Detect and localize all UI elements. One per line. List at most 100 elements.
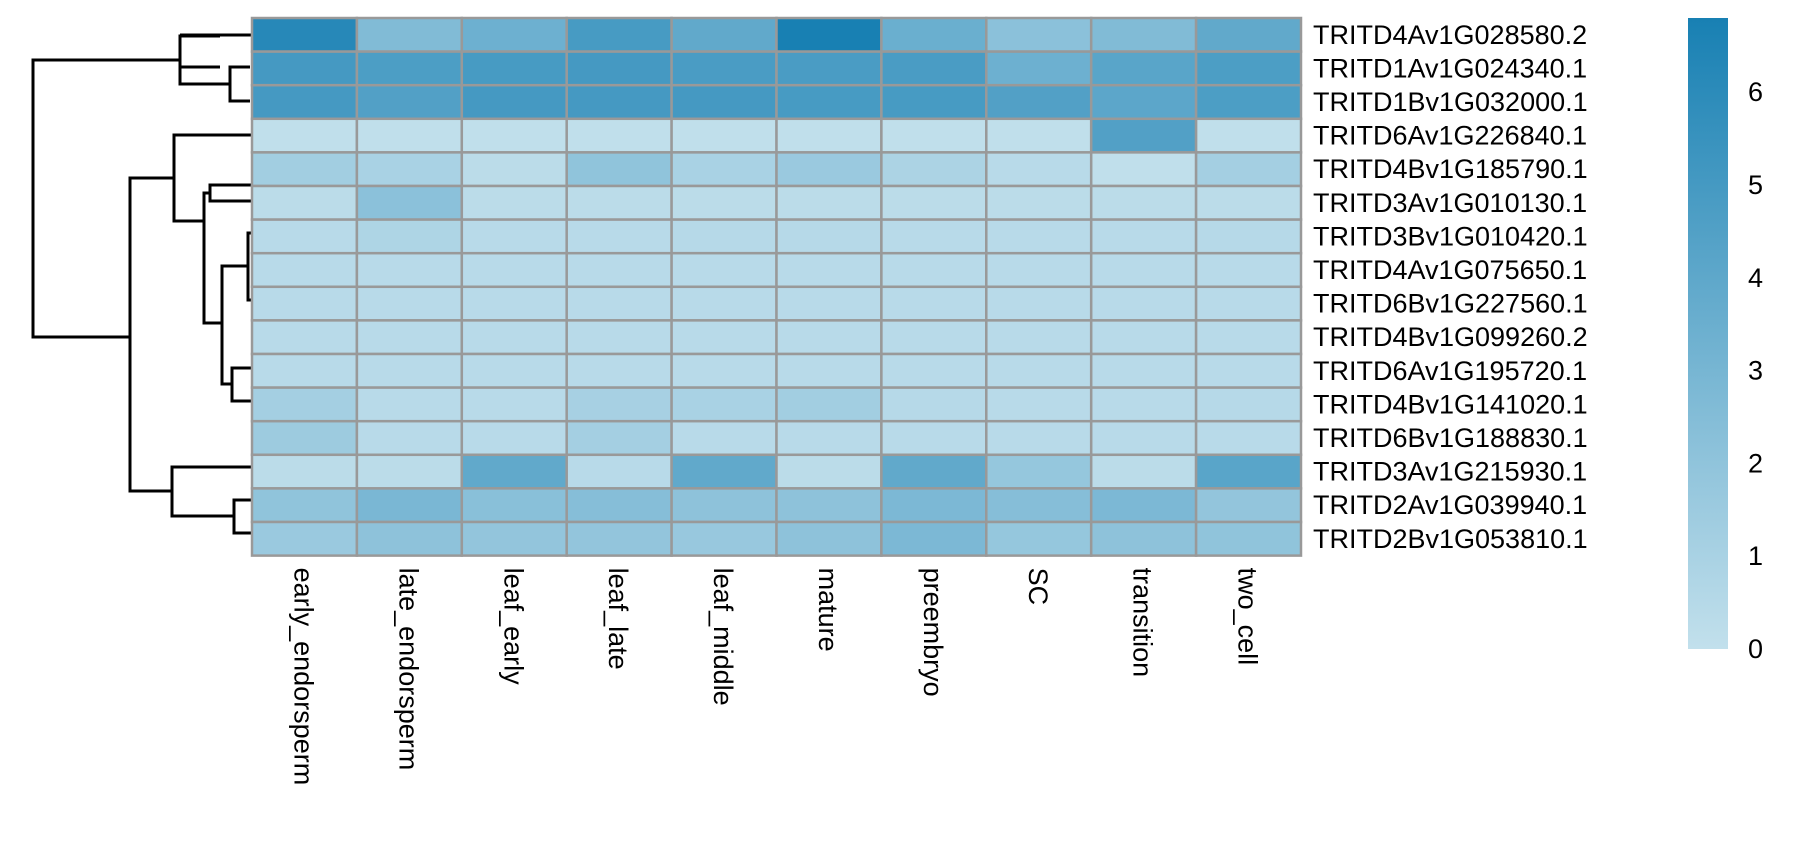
heatmap-cell — [250, 251, 359, 289]
row-label: TRITD6Bv1G227560.1 — [1313, 289, 1588, 319]
heatmap-cell — [460, 419, 568, 457]
colorbar-gradient — [1688, 18, 1728, 649]
colorbar-tick-label: 0 — [1748, 634, 1763, 664]
heatmap-cell — [355, 50, 464, 87]
heatmap-cell — [775, 50, 883, 87]
heatmap-cell — [250, 386, 359, 423]
heatmap-cells — [250, 16, 1303, 557]
column-label: SC — [1023, 568, 1053, 606]
column-label: leaf_middle — [708, 568, 738, 706]
heatmap-cell — [985, 117, 1093, 154]
heatmap-cell — [670, 520, 778, 557]
heatmap-cell — [985, 16, 1093, 53]
heatmap-cell — [355, 218, 464, 255]
dendro-mid-f — [172, 133, 252, 223]
heatmap-cell — [460, 117, 568, 154]
row-label: TRITD6Av1G195720.1 — [1313, 356, 1587, 386]
colorbar-tick-label: 3 — [1748, 356, 1763, 386]
row-label: TRITD2Av1G039940.1 — [1313, 490, 1587, 520]
heatmap-cell — [775, 151, 883, 188]
heatmap-cell — [460, 16, 568, 53]
heatmap-cell — [460, 285, 568, 322]
column-label: two_cell — [1233, 568, 1263, 666]
heatmap-cell — [985, 151, 1093, 188]
heatmap-cell — [355, 184, 464, 221]
row-label: TRITD2Bv1G053810.1 — [1313, 524, 1588, 554]
heatmap-cell — [775, 386, 883, 423]
colorbar-tick-label: 2 — [1748, 448, 1763, 478]
heatmap-cell — [775, 218, 883, 255]
heatmap-cell — [355, 83, 464, 121]
heatmap-cell — [355, 117, 464, 154]
heatmap-cell — [670, 285, 778, 322]
heatmap-cell — [880, 50, 988, 87]
dendro-low-b — [170, 465, 252, 518]
row-label: TRITD3Av1G010130.1 — [1313, 188, 1587, 218]
heatmap-cell — [880, 386, 988, 423]
row-label: TRITD3Av1G215930.1 — [1313, 457, 1587, 487]
heatmap-cell — [565, 386, 673, 423]
heatmap-cell — [880, 285, 988, 322]
heatmap-cell — [460, 520, 568, 557]
heatmap-cell — [1089, 16, 1198, 53]
column-label: transition — [1128, 568, 1158, 678]
heatmap-cell — [1089, 487, 1198, 524]
heatmap-cell — [670, 487, 778, 524]
heatmap-cell — [1194, 151, 1303, 188]
heatmap-cell — [775, 184, 883, 221]
heatmap-cell — [565, 352, 673, 389]
heatmap-cell — [250, 319, 359, 356]
heatmap-cell — [670, 251, 778, 289]
heatmap-cell — [880, 352, 988, 389]
heatmap-cell — [565, 117, 673, 154]
dendro-root — [31, 58, 180, 339]
heatmap-cell — [985, 453, 1093, 490]
heatmap-cell — [670, 218, 778, 255]
heatmap-cell — [565, 16, 673, 53]
heatmap-cell — [1194, 453, 1303, 490]
heatmap-cell — [1089, 151, 1198, 188]
heatmap-cell — [565, 419, 673, 457]
heatmap-cell — [565, 151, 673, 188]
heatmap-cell — [880, 520, 988, 557]
column-label: late_endorsperm — [393, 568, 423, 771]
heatmap-cell — [880, 453, 988, 490]
heatmap-cell — [670, 419, 778, 457]
heatmap-cell — [1089, 386, 1198, 423]
heatmap-cell — [670, 117, 778, 154]
row-label: TRITD6Bv1G188830.1 — [1313, 423, 1588, 453]
heatmap-cell — [250, 352, 359, 389]
dendro-top-cluster — [178, 33, 252, 86]
heatmap-cell — [670, 151, 778, 188]
heatmap-cell — [1089, 419, 1198, 457]
row-label: TRITD6Av1G226840.1 — [1313, 121, 1587, 151]
heatmap-cell — [1194, 285, 1303, 322]
dendro-mid-d — [220, 264, 248, 386]
heatmap-cell — [1089, 352, 1198, 389]
heatmap-cell — [1194, 83, 1303, 121]
heatmap-cell — [1089, 83, 1198, 121]
heatmap-cell — [985, 218, 1093, 255]
heatmap-cell — [460, 453, 568, 490]
heatmap-cell — [775, 520, 883, 557]
heatmap-cell — [355, 419, 464, 457]
heatmap-cell — [355, 453, 464, 490]
heatmap-cell — [985, 487, 1093, 524]
heatmap-cell — [670, 386, 778, 423]
heatmap-cell — [1194, 419, 1303, 457]
heatmap-cell — [775, 83, 883, 121]
heatmap-cell — [775, 487, 883, 524]
heatmap-cell — [565, 520, 673, 557]
heatmap-cell — [775, 419, 883, 457]
row-dendrogram — [31, 33, 252, 535]
column-label: leaf_late — [603, 568, 633, 670]
heatmap-cell — [670, 319, 778, 356]
heatmap-cell — [985, 419, 1093, 457]
heatmap-cell — [880, 16, 988, 53]
row-label: TRITD4Av1G075650.1 — [1313, 255, 1587, 285]
heatmap-cell — [565, 319, 673, 356]
heatmap-cell — [985, 184, 1093, 221]
heatmap-cell — [355, 251, 464, 289]
heatmap-cell — [880, 319, 988, 356]
